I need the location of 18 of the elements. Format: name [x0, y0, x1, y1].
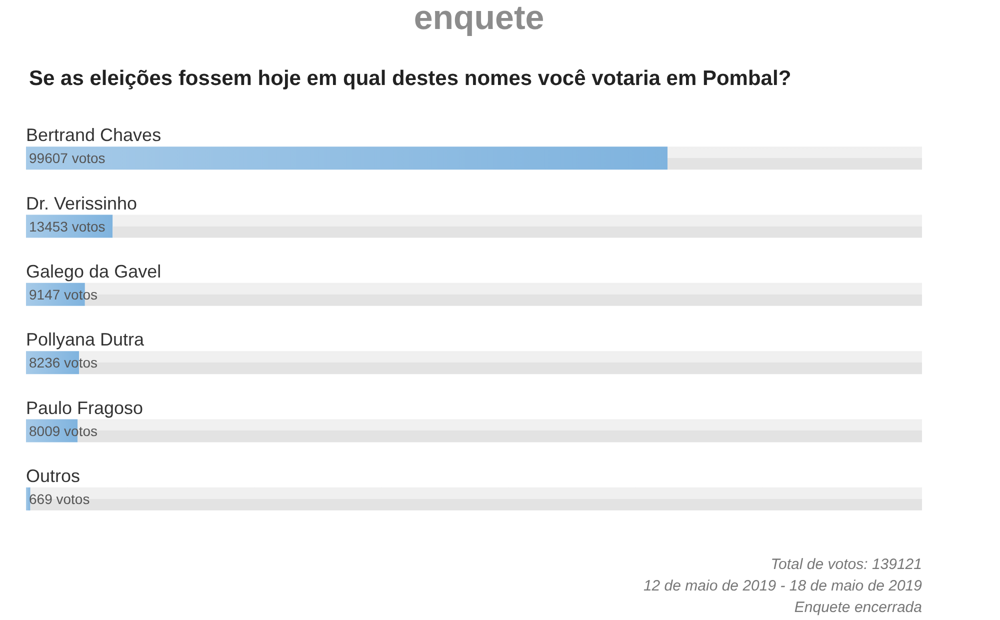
bar	[112, 214, 922, 238]
bar	[26, 146, 668, 170]
bar	[668, 146, 922, 170]
chart-subtitle: Se as eleições fossem hoje em qual destes nomes você votaria em Pombal?	[29, 67, 792, 90]
chart-title: enquete	[414, 0, 544, 37]
text: 12 de maio de 2019 - 18 de maio de 2019	[643, 578, 923, 594]
text: Enquete encerrada	[794, 599, 922, 616]
y-tick-label: Dr. Verissinho	[26, 193, 138, 214]
data-label: 99607 votos	[29, 150, 106, 166]
y-tick-label: Pollyana Dutra	[26, 330, 146, 350]
bar	[26, 487, 30, 510]
y-tick-label: Outros	[26, 466, 80, 486]
y-tick-label: Bertrand Chaves	[26, 125, 162, 146]
bar	[30, 487, 922, 510]
data-label: 13453 votos	[29, 218, 106, 234]
text: Total de votos: 139121	[770, 556, 922, 573]
y-tick-label: Paulo Fragoso	[26, 398, 144, 418]
y-tick-label: Galego da Gavel	[26, 261, 162, 282]
